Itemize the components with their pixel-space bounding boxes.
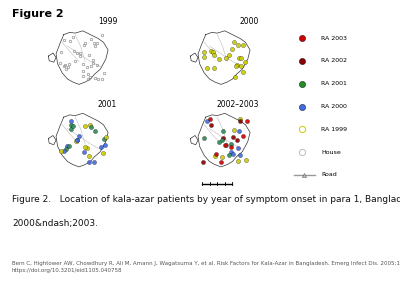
Text: RA 2000: RA 2000 [321, 104, 347, 109]
Text: Figure 2: Figure 2 [12, 9, 64, 19]
Text: RA 2003: RA 2003 [321, 36, 347, 40]
Text: Figure 2.   Location of kala-azar patients by year of symptom onset in para 1, B: Figure 2. Location of kala-azar patients… [12, 195, 400, 204]
Text: House: House [321, 150, 341, 154]
Text: RA 1999: RA 1999 [321, 127, 347, 132]
Text: RA 2002: RA 2002 [321, 58, 347, 63]
Text: 2000&ndash;2003.: 2000&ndash;2003. [12, 219, 98, 228]
Text: 2002–2003: 2002–2003 [217, 100, 259, 109]
Text: 2000: 2000 [240, 17, 259, 26]
Text: Bern C, Hightower AW, Chowdhury R, Ali M, Amann J, Wagatsuma Y, et al. Risk Fact: Bern C, Hightower AW, Chowdhury R, Ali M… [12, 261, 400, 273]
Text: Road: Road [321, 172, 337, 177]
Text: RA 2001: RA 2001 [321, 81, 347, 86]
Text: 2001: 2001 [98, 100, 117, 109]
Text: 1999: 1999 [98, 17, 117, 26]
